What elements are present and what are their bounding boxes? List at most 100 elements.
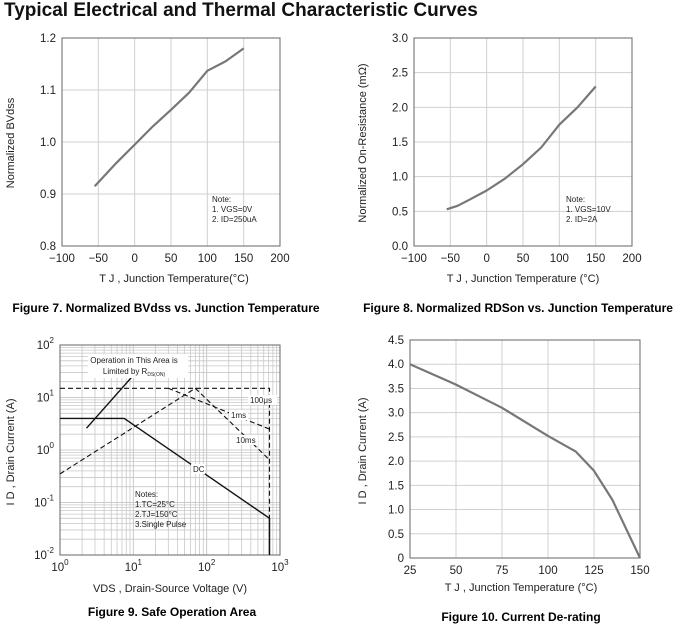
x-axis-label: T J , Junction Temperature(°C) (99, 273, 249, 285)
x-tick-label: −50 (441, 253, 461, 265)
y-tick-label: 101 (37, 389, 55, 405)
x-tick-label: 50 (517, 253, 530, 265)
plot-frame (409, 339, 641, 559)
x-tick-label: 100 (198, 253, 217, 265)
series-line (446, 85, 597, 211)
y-tick-label: 1.0 (392, 172, 408, 184)
curve-label: 100μs (250, 396, 272, 405)
x-tick-label: 100 (550, 253, 569, 265)
series-line (168, 387, 270, 430)
x-tick-label: 0 (131, 253, 137, 265)
x-tick-label: 25 (404, 565, 417, 577)
curve-label-bg (191, 464, 205, 474)
x-axis-label: VDS , Drain-Source Voltage (V) (93, 583, 247, 595)
series-line (93, 47, 245, 187)
x-tick-label: 200 (622, 253, 641, 265)
y-tick-label: 4.5 (388, 335, 404, 347)
note-line: Notes: (135, 490, 158, 499)
y-tick-label: 0.9 (40, 189, 56, 201)
y-axis-label: Normalized On-Resistance (mΩ) (357, 63, 369, 222)
x-tick-label: 125 (584, 565, 603, 577)
plot-frame (61, 37, 281, 247)
curve-label: DC (193, 465, 205, 474)
curve-label-bg (248, 395, 277, 405)
curve-label: 10ms (236, 436, 256, 445)
curve-label-bg (229, 410, 248, 420)
x-tick-label: 50 (450, 565, 463, 577)
chart-fig7: −100 −50 0 50 100 150 200 0.8 0.9 1.0 1.1 1.2 T J , … (5, 33, 320, 315)
figure-caption: Figure 10. Current De-rating (441, 610, 600, 624)
x-tick-label: 102 (198, 558, 216, 574)
note-line: 3.Single Pulse (135, 520, 187, 529)
x-tick-label: 150 (630, 565, 649, 577)
note-line: 1.TC=25°C (135, 500, 175, 509)
y-tick-label: 2.5 (388, 432, 404, 444)
note-line: 1. VGS=10V (566, 205, 611, 214)
y-tick-label: 2.0 (392, 102, 408, 114)
curve-label-bg (234, 435, 258, 445)
y-tick-label: 1.2 (40, 33, 56, 45)
grid (409, 339, 641, 559)
note-line: Note: (566, 195, 585, 204)
note-line: 1. VGS=0V (212, 205, 253, 214)
y-tick-label: 2.0 (388, 456, 404, 468)
x-tick-label: 101 (125, 558, 143, 574)
chart-fig8: −100 −50 0 50 100 150 200 0.0 0.5 1.0 1.5 2.0 2.5 3.0… (357, 33, 673, 315)
x-tick-label: 0 (483, 253, 489, 265)
y-tick-label: 2.5 (392, 68, 408, 80)
y-tick-label: 1.1 (40, 85, 56, 97)
figure-caption: Figure 8. Normalized RDSon vs. Junction … (363, 301, 673, 315)
figure-caption: Figure 9. Safe Operation Area (88, 605, 257, 619)
x-tick-label: 200 (270, 253, 289, 265)
y-tick-label: 0.5 (388, 529, 404, 541)
y-tick-label: 0.0 (392, 241, 408, 253)
y-tick-label: 0.8 (40, 241, 56, 253)
y-tick-label: 10-2 (34, 546, 54, 562)
x-tick-label: 50 (165, 253, 178, 265)
x-axis-label: T J , Junction Temperature (°C) (445, 582, 598, 594)
x-tick-label: 100 (51, 558, 69, 574)
note-line: 2.TJ=150°C (135, 510, 178, 519)
y-tick-label: 1.5 (392, 137, 408, 149)
y-axis-label: I D , Drain Current (A) (357, 398, 369, 505)
chart-fig9: 100 101 102 103 10-2 10-1 100 101 102 VDS , Drain… (5, 336, 289, 619)
note-line: Note: (212, 195, 231, 204)
chart-fig10: 25 50 75 100 125 150 0 0.5 1.0 1.5 2.0 2.5 3.0 3.5 4.0… (357, 335, 650, 624)
y-axis-label: Normalized BVdss (5, 97, 17, 188)
x-tick-label: 100 (538, 565, 557, 577)
series-line (59, 387, 270, 475)
y-tick-label: 3.5 (388, 383, 404, 395)
note-line: 2. ID=250uA (212, 215, 257, 224)
x-tick-label: 150 (586, 253, 605, 265)
y-tick-label: 1.5 (388, 480, 404, 492)
x-tick-label: 75 (496, 565, 509, 577)
y-tick-label: 4.0 (388, 359, 404, 371)
series-line (60, 387, 271, 555)
y-tick-label: 10-1 (34, 494, 54, 510)
y-tick-label: 1.0 (40, 137, 56, 149)
x-tick-label: 150 (234, 253, 253, 265)
annotation-line: Limited by RDS(ON) (103, 367, 166, 378)
annotation-line: Operation in This Area is (90, 356, 177, 365)
grid (413, 37, 633, 247)
x-tick-label: −50 (89, 253, 109, 265)
plot-frame (59, 344, 281, 556)
y-axis-label: I D , Drain Current (A) (5, 399, 17, 506)
note-line: 2. ID=2A (566, 215, 598, 224)
y-tick-label: 1.0 (388, 505, 404, 517)
series-line (409, 363, 641, 559)
page-title: Typical Electrical and Thermal Character… (4, 0, 478, 21)
y-tick-label: 3.0 (392, 33, 408, 45)
figure-caption: Figure 7. Normalized BVdss vs. Junction … (12, 301, 320, 315)
y-tick-label: 0.5 (392, 206, 408, 218)
annotation-bg (88, 354, 188, 378)
plot-frame (413, 37, 633, 247)
y-tick-label: 102 (37, 336, 55, 352)
curve-label: 1ms (231, 411, 246, 420)
notes-box: Notes:1.TC=25°C2.TJ=150°C3.Single Pulse (135, 490, 187, 529)
notes-box: Note:1. VGS=0V2. ID=250uA (212, 195, 257, 224)
y-tick-label: 3.0 (388, 408, 404, 420)
limit-annotation: Operation in This Area is Limited by RDS(… (88, 354, 188, 378)
